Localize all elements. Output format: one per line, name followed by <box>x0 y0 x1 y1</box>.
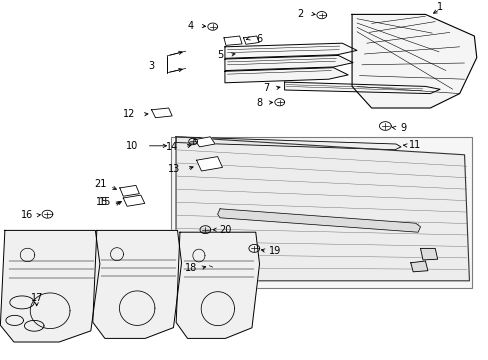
Text: 12: 12 <box>123 109 136 120</box>
Text: 15: 15 <box>95 197 108 207</box>
Text: 17: 17 <box>30 293 43 303</box>
Text: 15: 15 <box>99 197 111 207</box>
Text: 10: 10 <box>125 141 138 151</box>
Text: 7: 7 <box>263 83 269 93</box>
Polygon shape <box>217 209 420 232</box>
Polygon shape <box>224 43 356 58</box>
Text: 18: 18 <box>184 263 197 273</box>
Polygon shape <box>224 55 352 71</box>
Text: 2: 2 <box>297 9 303 19</box>
Polygon shape <box>93 230 181 338</box>
Text: 6: 6 <box>256 33 262 44</box>
Text: 9: 9 <box>400 123 406 133</box>
Text: 3: 3 <box>148 60 154 71</box>
Polygon shape <box>176 137 468 281</box>
Text: 20: 20 <box>219 225 232 235</box>
Text: 14: 14 <box>165 142 178 152</box>
Polygon shape <box>284 82 439 94</box>
Polygon shape <box>176 137 400 150</box>
Text: 4: 4 <box>187 21 193 31</box>
Polygon shape <box>410 261 427 272</box>
Text: 21: 21 <box>94 179 106 189</box>
Polygon shape <box>224 68 347 83</box>
Polygon shape <box>176 232 259 338</box>
Text: 13: 13 <box>167 164 180 174</box>
Polygon shape <box>243 36 259 44</box>
Text: 1: 1 <box>436 2 442 12</box>
Polygon shape <box>123 195 144 206</box>
Text: 5: 5 <box>217 50 223 60</box>
Text: 19: 19 <box>268 246 281 256</box>
Text: 8: 8 <box>256 98 262 108</box>
Bar <box>171 137 471 288</box>
Polygon shape <box>420 248 437 260</box>
Polygon shape <box>0 230 100 342</box>
Text: 16: 16 <box>20 210 33 220</box>
Text: 11: 11 <box>407 140 420 150</box>
Polygon shape <box>194 137 215 147</box>
Polygon shape <box>351 14 476 108</box>
Polygon shape <box>120 185 139 196</box>
Polygon shape <box>196 157 222 171</box>
